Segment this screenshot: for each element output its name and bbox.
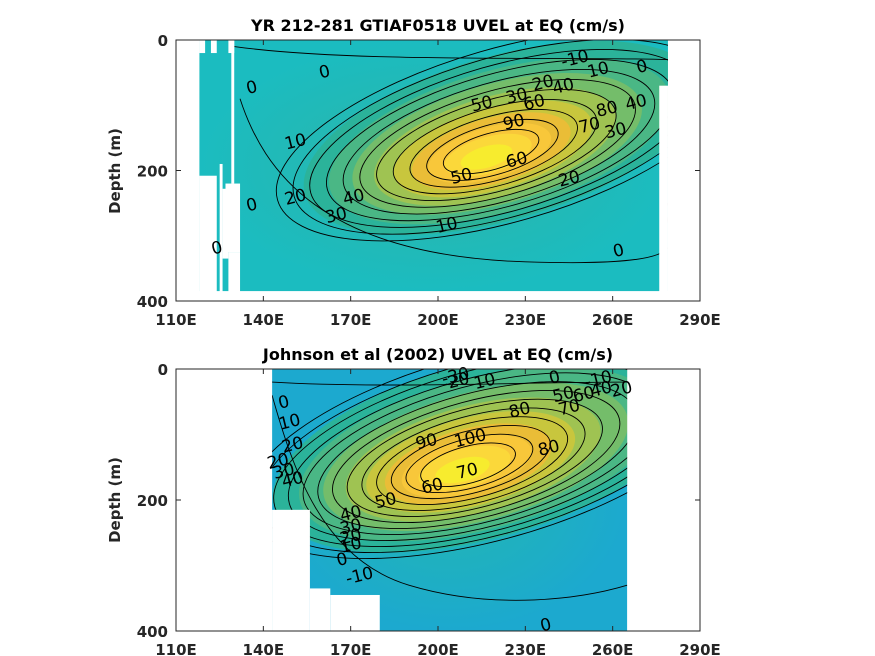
contour-line: [342, 68, 656, 215]
x-tick-label: 170E: [330, 641, 372, 656]
contour-line: [405, 433, 534, 494]
contour-label: 0: [634, 56, 649, 78]
contour-line: [361, 407, 586, 512]
y-tick-label: 200: [137, 163, 168, 181]
y-axis-label: Depth (m): [106, 457, 124, 543]
x-tick-label: 290E: [679, 641, 721, 656]
x-tick-label: 110E: [155, 641, 197, 656]
velocity-field: [199, 40, 700, 292]
x-tick-label: 110E: [155, 311, 197, 329]
contour-label: 0: [276, 392, 291, 414]
missing-data: [272, 509, 310, 631]
x-tick-label: 260E: [592, 641, 634, 656]
y-tick-label: 200: [137, 492, 168, 510]
contour-line: [376, 88, 617, 202]
contour-line: [409, 108, 578, 188]
contour-label: 0: [317, 61, 332, 83]
contour-label: 0: [244, 77, 259, 99]
contour-line: [234, 46, 668, 61]
contour-line: [272, 381, 628, 386]
contour-label: 0: [611, 240, 626, 262]
y-tick-label: 0: [158, 361, 168, 379]
missing-data: [330, 594, 380, 631]
contour-line: [442, 128, 540, 175]
contour-line: [346, 398, 603, 518]
contour-line: [359, 78, 636, 208]
contour-label: 0: [244, 194, 259, 216]
x-tick-label: 230E: [505, 311, 547, 329]
y-tick-label: 400: [137, 623, 168, 641]
y-tick-label: 400: [137, 293, 168, 311]
x-tick-label: 260E: [592, 311, 634, 329]
contour-label: 0: [547, 367, 562, 389]
y-axis-label: Depth (m): [106, 128, 124, 214]
x-tick-label: 290E: [679, 311, 721, 329]
contour-line: [275, 40, 700, 242]
missing-data: [667, 40, 700, 301]
contour-line: [271, 395, 628, 601]
panel-title: Johnson et al (2002) UVEL at EQ (cm/s): [262, 345, 613, 364]
missing-data: [176, 40, 200, 301]
y-tick-label: 0: [158, 32, 168, 50]
x-tick-label: 170E: [330, 311, 372, 329]
contour-label: 0: [209, 237, 224, 259]
contour-line: [420, 442, 516, 488]
velocity-field: [272, 369, 691, 631]
missing-data: [627, 369, 700, 631]
missing-data: [225, 183, 241, 253]
missing-data: [231, 40, 235, 184]
missing-data: [199, 175, 217, 301]
contour-line: [376, 416, 569, 506]
contour-line: [426, 118, 559, 181]
contour-line: [392, 98, 598, 195]
missing-data: [199, 40, 206, 54]
missing-data-mask: [176, 369, 700, 631]
velocity-band: [460, 144, 513, 170]
x-tick-label: 140E: [243, 311, 285, 329]
x-tick-label: 200E: [417, 641, 459, 656]
missing-data: [228, 40, 235, 54]
missing-data: [210, 40, 217, 54]
missing-data: [176, 369, 273, 631]
x-tick-label: 230E: [505, 641, 547, 656]
contour-line: [292, 40, 700, 235]
missing-data: [219, 163, 223, 301]
x-tick-label: 200E: [417, 311, 459, 329]
contour-line: [332, 389, 621, 524]
axis-ticks: 110E 140E 170E 200E 230E 260E 290E 0 200 400: [137, 32, 721, 329]
contour-label: 0: [335, 549, 350, 571]
contour-lines: [234, 40, 700, 264]
missing-data: [309, 588, 331, 631]
x-tick-label: 140E: [243, 641, 285, 656]
missing-data: [228, 252, 241, 301]
axis-ticks: 110E 140E 170E 200E 230E 260E 290E 0 200 400: [137, 361, 721, 656]
panel-title: YR 212-281 GTIAF0518 UVEL at EQ (cm/s): [250, 16, 625, 35]
contour-line: [390, 425, 551, 500]
missing-data: [659, 85, 668, 301]
velocity-band: [435, 456, 490, 484]
